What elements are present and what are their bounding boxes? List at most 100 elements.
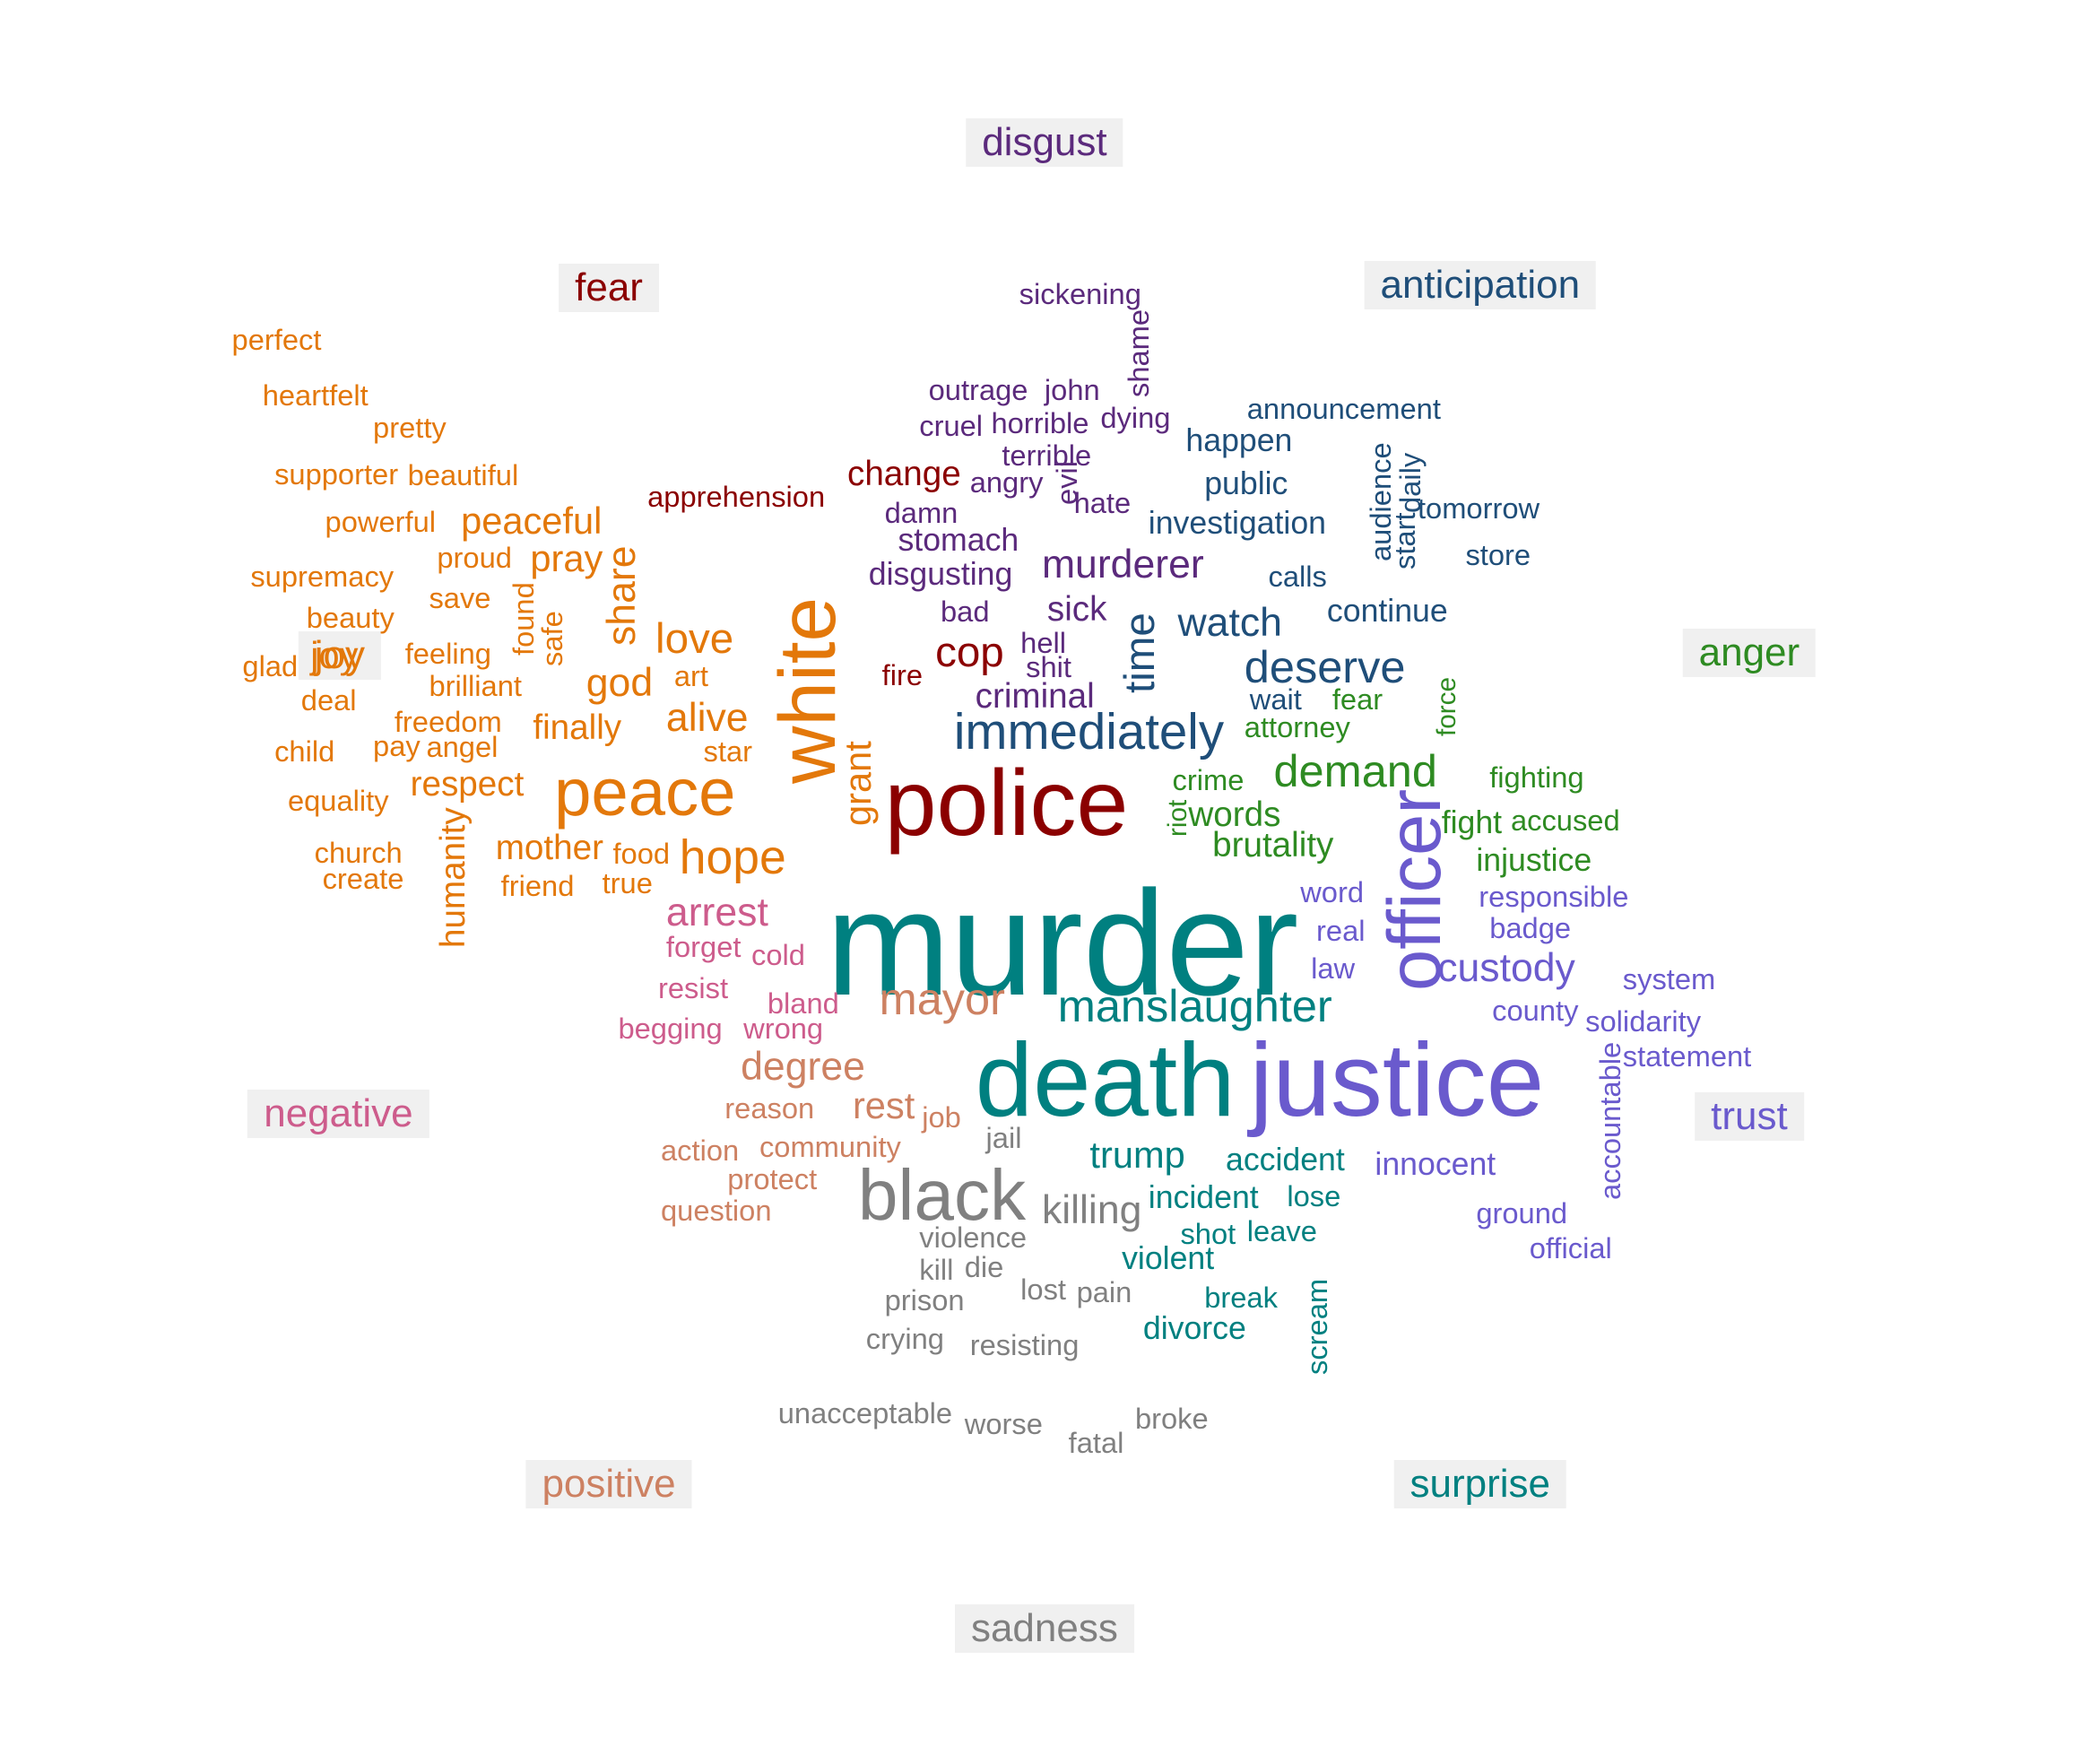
word-official: official xyxy=(1529,1230,1612,1264)
word-equality: equality xyxy=(287,783,389,817)
word-deserve: deserve xyxy=(1244,641,1406,693)
word-prison: prison xyxy=(884,1282,965,1316)
word-ground: ground xyxy=(1476,1196,1568,1230)
word-outrage: outrage xyxy=(928,373,1028,406)
word-fire: fire xyxy=(881,657,924,691)
category-label-joy: joy xyxy=(298,631,382,681)
word-time: time xyxy=(1116,613,1165,694)
word-lost: lost xyxy=(1020,1272,1066,1306)
word-peaceful: peaceful xyxy=(461,500,603,543)
word-powerful: powerful xyxy=(325,505,437,539)
word-stomach: stomach xyxy=(898,522,1019,559)
word-protect: protect xyxy=(727,1161,818,1195)
word-leave: leave xyxy=(1246,1213,1317,1247)
word-true: true xyxy=(602,865,653,899)
word-justice: justice xyxy=(1249,1021,1545,1139)
word-forget: forget xyxy=(665,930,742,964)
word-grant: grant xyxy=(837,741,880,827)
word-accountable: accountable xyxy=(1593,1041,1627,1200)
word-mayor: mayor xyxy=(879,973,1005,1025)
word-divorce: divorce xyxy=(1142,1309,1246,1346)
word-reason: reason xyxy=(724,1091,815,1125)
word-joy: joy xyxy=(310,634,359,677)
word-beautiful: beautiful xyxy=(407,458,519,492)
word-beauty: beauty xyxy=(306,601,395,635)
word-kill: kill xyxy=(919,1252,954,1286)
word-share: share xyxy=(599,545,644,647)
word-alive: alive xyxy=(665,695,749,740)
word-apprehension: apprehension xyxy=(647,479,826,513)
category-label-negative: negative xyxy=(247,1090,429,1139)
word-killing: killing xyxy=(1041,1188,1142,1233)
word-manslaughter: manslaughter xyxy=(1057,979,1332,1031)
word-hate: hate xyxy=(1073,486,1132,520)
word-injustice: injustice xyxy=(1476,842,1592,879)
category-label-surprise: surprise xyxy=(1393,1460,1567,1509)
word-immediately: immediately xyxy=(953,702,1225,760)
word-shot: shot xyxy=(1180,1216,1236,1250)
word-break: break xyxy=(1204,1280,1278,1314)
word-pain: pain xyxy=(1076,1274,1132,1308)
word-calls: calls xyxy=(1268,560,1327,594)
word-deal: deal xyxy=(300,683,357,717)
word-cop: cop xyxy=(935,629,1004,677)
word-police: police xyxy=(884,751,1129,856)
word-demand: demand xyxy=(1273,745,1437,797)
word-peace: peace xyxy=(554,754,736,830)
word-badge: badge xyxy=(1489,911,1572,945)
word-fatal: fatal xyxy=(1068,1425,1124,1459)
word-fight: fight xyxy=(1441,804,1503,841)
category-label-anger: anger xyxy=(1682,629,1817,678)
word-respect: respect xyxy=(410,764,525,804)
word-tomorrow: tomorrow xyxy=(1417,491,1540,526)
word-brutality: brutality xyxy=(1212,826,1334,865)
word-attorney: attorney xyxy=(1244,709,1350,743)
word-accused: accused xyxy=(1510,803,1620,837)
word-church: church xyxy=(314,835,403,869)
word-incident: incident xyxy=(1148,1178,1259,1215)
word-friend: friend xyxy=(500,868,575,902)
word-trump: trump xyxy=(1089,1134,1185,1177)
word-damn: damn xyxy=(884,495,958,529)
category-label-positive: positive xyxy=(525,1460,692,1509)
word-bland: bland xyxy=(767,986,839,1020)
word-angel: angel xyxy=(426,730,499,764)
word-sick: sick xyxy=(1046,590,1107,630)
word-shit: shit xyxy=(1026,650,1071,684)
word-fighting: fighting xyxy=(1489,760,1584,795)
word-proud: proud xyxy=(437,541,512,575)
word-black: black xyxy=(857,1154,1027,1236)
word-wrong: wrong xyxy=(743,1011,824,1045)
word-brilliant: brilliant xyxy=(429,668,522,702)
word-resisting: resisting xyxy=(969,1328,1080,1362)
word-fear: fear xyxy=(1331,682,1383,716)
word-degree: degree xyxy=(741,1044,865,1089)
word-criminal: criminal xyxy=(975,676,1095,716)
word-continue: continue xyxy=(1326,593,1448,630)
word-cruel: cruel xyxy=(919,409,984,443)
word-white: white xyxy=(761,596,852,784)
category-label-disgust: disgust xyxy=(966,117,1123,167)
word-words: words xyxy=(1188,795,1281,835)
word-glad: glad xyxy=(242,648,299,682)
word-pray: pray xyxy=(530,536,603,579)
word-word: word xyxy=(1300,875,1365,909)
word-rest: rest xyxy=(852,1084,915,1127)
word-start: start xyxy=(1388,512,1422,569)
word-love: love xyxy=(655,615,734,664)
word-unacceptable: unacceptable xyxy=(777,1396,953,1430)
word-supporter: supporter xyxy=(274,456,399,491)
category-label-anticipation: anticipation xyxy=(1364,260,1597,309)
word-force: force xyxy=(1431,676,1462,736)
word-county: county xyxy=(1492,994,1579,1028)
word-arrest: arrest xyxy=(665,890,768,934)
word-question: question xyxy=(660,1194,772,1228)
category-label-sadness: sadness xyxy=(954,1603,1134,1653)
word-shame: shame xyxy=(1122,308,1156,397)
word-job: job xyxy=(922,1100,961,1134)
word-disgusting: disgusting xyxy=(868,555,1013,592)
word-pay: pay xyxy=(373,728,421,762)
category-label-fear: fear xyxy=(559,263,659,312)
word-mother: mother xyxy=(495,829,603,868)
